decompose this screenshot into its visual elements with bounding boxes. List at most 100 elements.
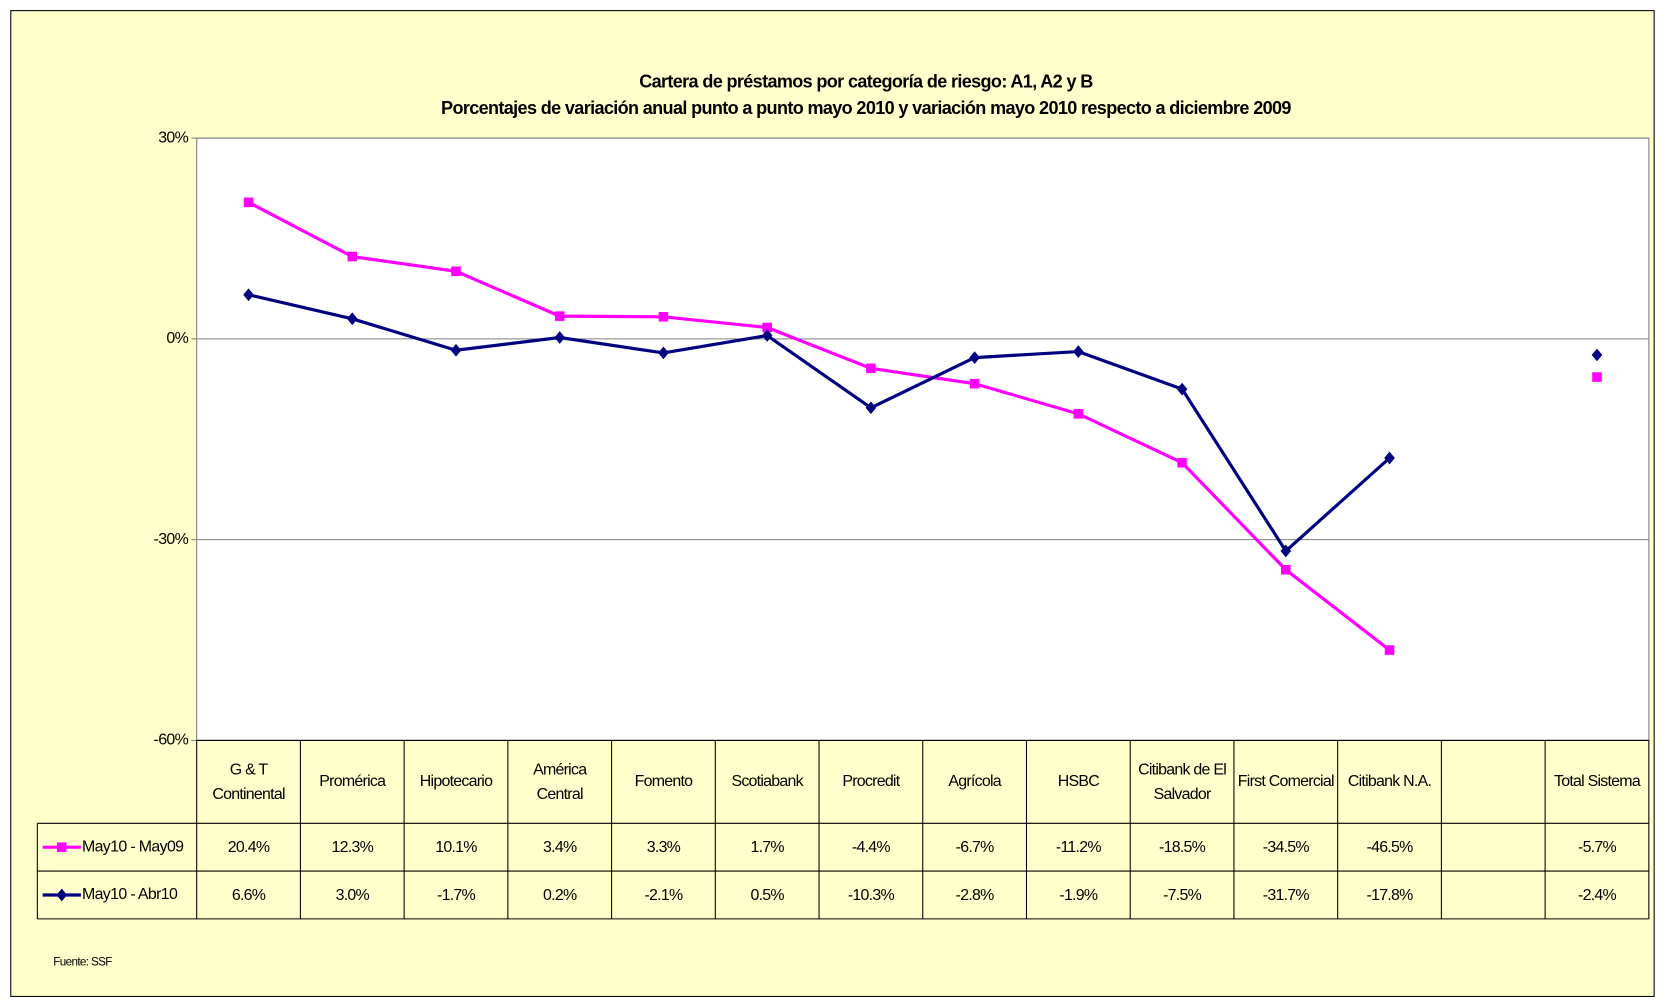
- plot-area: [196, 137, 1650, 741]
- table-value-box: -11.2%: [1055, 838, 1102, 857]
- table-value: -34.5%: [1262, 838, 1310, 857]
- table-value: 1.7%: [750, 838, 784, 857]
- table-value: -2.4%: [1578, 885, 1617, 904]
- square-marker: [1177, 457, 1187, 468]
- table-value: -1.9%: [1059, 885, 1098, 904]
- source-note: Fuente: SSF: [53, 956, 112, 969]
- table-value-box: 3.4%: [543, 838, 577, 856]
- square-marker: [866, 363, 876, 374]
- diamond-marker: [1073, 345, 1084, 358]
- table-value-box: -4.4%: [852, 838, 891, 856]
- table-value-box: -18.5%: [1159, 838, 1206, 856]
- category-label-box: Total Sistema: [1553, 772, 1641, 791]
- chart-title: Cartera de préstamos por categoría de ri…: [639, 72, 1093, 92]
- y-tick-label: 0%: [166, 330, 188, 347]
- category-label: Total Sistema: [1553, 772, 1641, 791]
- square-marker: [347, 251, 358, 262]
- table-value: -46.5%: [1366, 838, 1414, 857]
- square-marker: [1281, 564, 1291, 575]
- table-value: -11.2%: [1055, 838, 1102, 857]
- category-label: Agrícola: [948, 772, 1001, 791]
- table-value-box: -31.7%: [1262, 885, 1310, 904]
- y-tick-label: -30%: [154, 531, 189, 548]
- square-marker: [451, 266, 461, 277]
- category-label-box: Agrícola: [948, 772, 1001, 791]
- table-value: -2.8%: [955, 885, 995, 904]
- table-value-box: 10.1%: [435, 838, 477, 857]
- table-value: -6.7%: [955, 838, 995, 857]
- category-label-box: Promérica: [319, 773, 386, 791]
- table-value-box: 12.3%: [331, 838, 374, 857]
- table-value: -31.7%: [1262, 885, 1310, 904]
- table-value: 3.0%: [335, 885, 370, 904]
- table-value: -10.3%: [847, 885, 895, 904]
- category-label: Procredit: [842, 772, 900, 791]
- table-value-box: -2.1%: [644, 886, 683, 904]
- diamond-marker: [865, 401, 877, 415]
- table-value: 3.3%: [646, 838, 681, 857]
- category-label-box: Citibank de El Salvador: [1138, 760, 1227, 804]
- category-label: Citibank de El Salvador: [1138, 760, 1227, 804]
- table-value-box: -2.4%: [1578, 885, 1617, 904]
- table-value-box: -1.9%: [1059, 885, 1098, 904]
- category-label-box: Fomento: [635, 773, 693, 791]
- table-value: 12.3%: [331, 838, 374, 857]
- category-label: G & T Continental: [212, 760, 285, 804]
- table-value-box: -1.7%: [437, 885, 476, 904]
- square-marker: [243, 197, 254, 208]
- square-marker: [1073, 409, 1084, 419]
- square-marker: [1384, 645, 1395, 655]
- table-value-box: 1.7%: [750, 838, 784, 857]
- diamond-marker: [554, 331, 566, 344]
- category-label-box: Hipotecario: [419, 772, 493, 791]
- square-marker: [554, 311, 565, 321]
- table-value-box: -7.5%: [1163, 885, 1202, 904]
- category-label: Scotiabank: [731, 772, 803, 791]
- table-value-box: -2.8%: [955, 885, 995, 904]
- table-value: 0.5%: [750, 885, 784, 904]
- category-label: First Comercial: [1237, 772, 1335, 791]
- category-label-box: América Central: [533, 760, 587, 804]
- table-value: -1.7%: [437, 885, 476, 904]
- table-value: -17.8%: [1366, 885, 1414, 904]
- category-label: Hipotecario: [419, 772, 493, 791]
- table-value-box: 6.6%: [231, 885, 266, 904]
- table-value: -7.5%: [1163, 885, 1202, 904]
- diamond-marker: [1280, 544, 1292, 558]
- diamond-marker: [1591, 348, 1603, 362]
- diamond-marker: [1176, 382, 1188, 396]
- table-value: 0.2%: [543, 885, 577, 904]
- table-value: 20.4%: [227, 838, 270, 857]
- category-label-box: Citibank N.A.: [1347, 772, 1432, 791]
- category-label: Citibank N.A.: [1347, 772, 1432, 791]
- table-value-box: -17.8%: [1366, 885, 1414, 904]
- legend-label: May10 - May09: [82, 838, 184, 855]
- diamond-marker: [1384, 451, 1395, 465]
- category-label: América Central: [533, 760, 587, 804]
- square-marker: [762, 322, 772, 333]
- table-value-box: 20.4%: [227, 838, 270, 857]
- square-marker: [658, 312, 669, 322]
- legend-label: May10 - Abr10: [82, 886, 178, 903]
- chart-subtitle: Porcentajes de variación anual punto a p…: [441, 98, 1291, 118]
- table-value-box: -46.5%: [1366, 838, 1414, 857]
- category-label-box: Scotiabank: [731, 772, 803, 791]
- category-label-box: G & T Continental: [212, 760, 285, 804]
- table-value-box: 0.5%: [750, 885, 784, 904]
- table-value-box: 3.3%: [646, 838, 681, 857]
- y-tick-label: 30%: [158, 129, 188, 146]
- table-value: 10.1%: [435, 838, 477, 857]
- category-label-box: Procredit: [842, 772, 900, 791]
- table-value: -5.7%: [1578, 838, 1617, 857]
- category-label-box: HSBC: [1058, 773, 1100, 791]
- table-value-box: -34.5%: [1262, 838, 1310, 857]
- square-marker: [1592, 372, 1602, 382]
- square-marker: [969, 378, 980, 389]
- table-value: 6.6%: [231, 885, 266, 904]
- square-marker: [56, 842, 67, 852]
- table-value-box: -5.7%: [1578, 838, 1617, 857]
- table-value-box: -10.3%: [847, 885, 895, 904]
- diamond-marker: [450, 343, 462, 357]
- table-value-box: 0.2%: [543, 885, 577, 904]
